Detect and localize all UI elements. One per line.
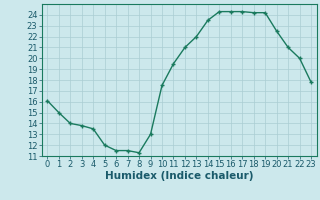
X-axis label: Humidex (Indice chaleur): Humidex (Indice chaleur) xyxy=(105,171,253,181)
